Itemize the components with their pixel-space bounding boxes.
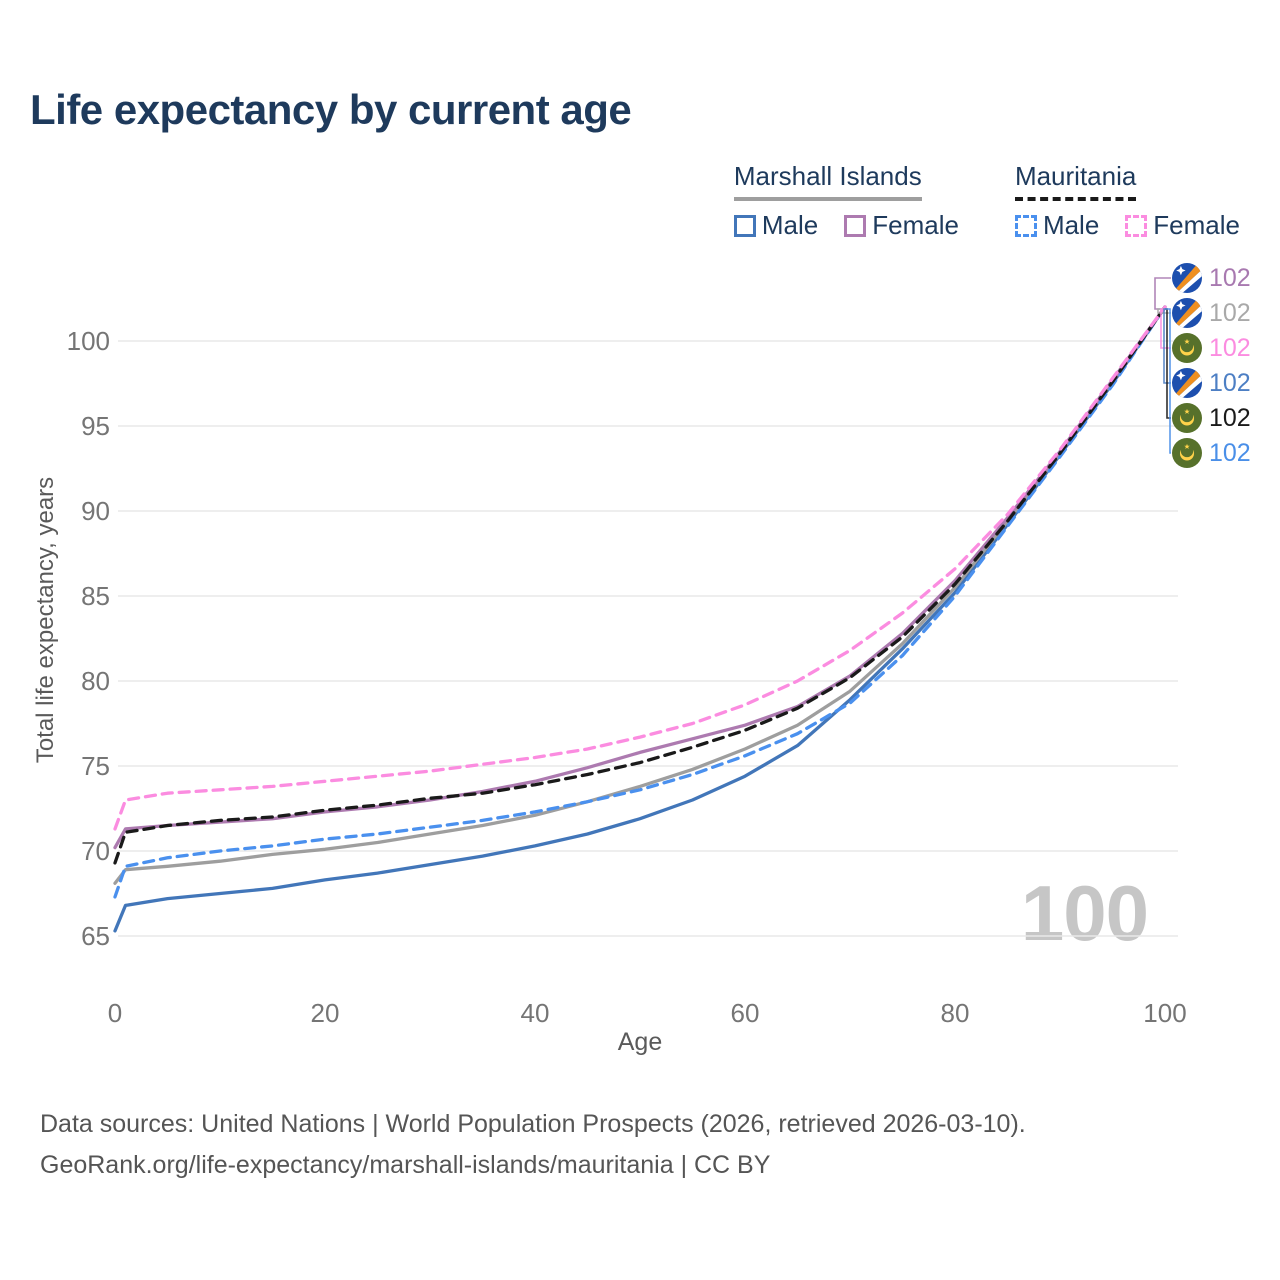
legend-item-marshall-islands-female[interactable]: Female: [844, 210, 959, 241]
endpoint-value: 102: [1209, 403, 1251, 432]
legend-item-label: Female: [1153, 210, 1240, 240]
marshall-islands-flag-icon: [1172, 263, 1202, 293]
solid-blue-swatch-icon: [733, 214, 756, 237]
endpoint-row: 102: [1172, 402, 1251, 434]
y-tick-label: 90: [81, 496, 110, 526]
legend-item-label: Male: [1042, 210, 1100, 240]
legend-group-title-mauritania[interactable]: Mauritania: [1014, 161, 1137, 201]
leader-line: [1154, 277, 1171, 310]
legend-item-mauritania-male[interactable]: Male: [1014, 210, 1100, 241]
footer: Data sources: United Nations | World Pop…: [40, 1104, 1026, 1186]
y-tick-label: 65: [81, 921, 110, 951]
dashed-blue-swatch-icon: [1014, 214, 1037, 237]
attribution-line: GeoRank.org/life-expectancy/marshall-isl…: [40, 1151, 771, 1179]
legend-item-label: Female: [872, 210, 959, 240]
x-tick-label: 40: [521, 998, 550, 1028]
mauritania-female-line: [113, 305, 1167, 831]
legend: Marshall Islands Male Female Mauritania …: [733, 161, 1240, 241]
mauritania-male-line: [113, 305, 1167, 899]
legend-item-marshall-islands-male[interactable]: Male: [733, 210, 819, 241]
y-tick-label: 100: [67, 326, 110, 356]
mauritania-flag-icon: [1172, 403, 1202, 433]
y-tick-label: 80: [81, 666, 110, 696]
legend-items-mauritania: Male Female: [1014, 210, 1240, 241]
endpoint-value: 102: [1209, 298, 1251, 327]
marshall-islands-female-line: [113, 305, 1167, 850]
mauritania-flag-icon: [1172, 438, 1202, 468]
x-tick-label: 20: [311, 998, 340, 1028]
y-tick-label: 70: [81, 836, 110, 866]
x-tick-label: 80: [941, 998, 970, 1028]
data-sources-line: Data sources: United Nations | World Pop…: [40, 1110, 1026, 1138]
x-tick-label: 60: [731, 998, 760, 1028]
endpoint-value: 102: [1209, 368, 1251, 397]
x-tick-label: 100: [1143, 998, 1186, 1028]
endpoint-row: 102: [1172, 367, 1251, 399]
marshall-islands-both-sexes-line: [113, 305, 1167, 885]
marshall-islands-flag-icon: [1172, 368, 1202, 398]
age-watermark: 100: [1020, 869, 1149, 957]
leader-line: [1160, 308, 1171, 349]
legend-group-marshall-islands: Marshall Islands Male Female: [733, 161, 959, 241]
endpoint-value: 102: [1209, 333, 1251, 362]
legend-group-title-marshall-islands[interactable]: Marshall Islands: [733, 161, 922, 201]
endpoint-row: 102: [1172, 332, 1251, 364]
y-tick-label: 85: [81, 581, 110, 611]
endpoint-value: 102: [1209, 438, 1251, 467]
endpoint-row: 102: [1172, 297, 1251, 329]
solid-purple-swatch-icon: [844, 214, 867, 237]
mauritania-both-sexes-line: [113, 305, 1167, 865]
dashed-pink-swatch-icon: [1125, 214, 1148, 237]
y-tick-label: 95: [81, 411, 110, 441]
legend-group-mauritania: Mauritania Male Female: [1014, 161, 1240, 241]
leader-line: [1165, 308, 1171, 454]
marshall-islands-flag-icon: [1172, 298, 1202, 328]
mauritania-flag-icon: [1172, 333, 1202, 363]
y-tick-label: 75: [81, 751, 110, 781]
x-axis-title: Age: [617, 1028, 663, 1056]
endpoint-value: 102: [1209, 263, 1251, 292]
x-tick-label: 0: [108, 998, 122, 1028]
legend-items-marshall-islands: Male Female: [733, 210, 959, 241]
page-title: Life expectancy by current age: [30, 86, 632, 133]
marshall-islands-male-line: [113, 305, 1167, 933]
legend-item-label: Male: [761, 210, 819, 240]
endpoint-row: 102: [1172, 437, 1251, 469]
endpoint-row: 102: [1172, 262, 1251, 294]
legend-item-mauritania-female[interactable]: Female: [1125, 210, 1240, 241]
y-axis-title: Total life expectancy, years: [32, 476, 59, 764]
